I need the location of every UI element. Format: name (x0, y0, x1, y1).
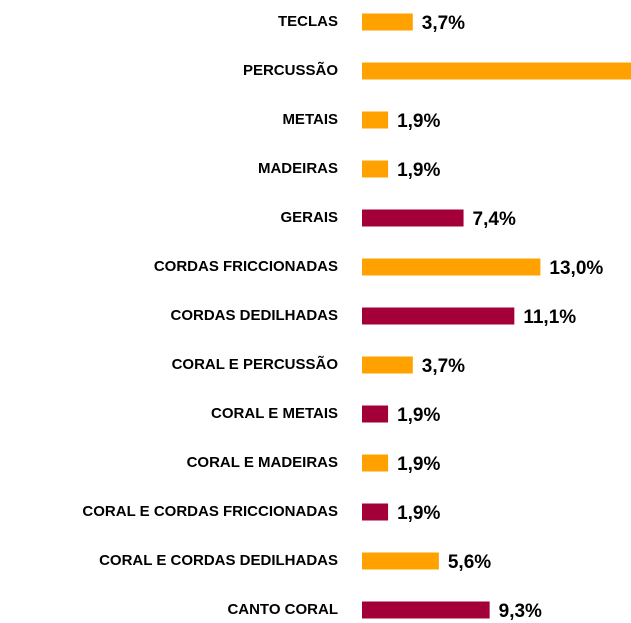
bar (362, 13, 413, 31)
bar (362, 209, 464, 227)
bar (362, 160, 389, 178)
bar (362, 601, 490, 619)
category-label: CORAL E MADEIRAS (187, 454, 338, 471)
category-label: CORAL E CORDAS FRICCIONADAS (82, 503, 338, 520)
value-label: 1,9% (397, 405, 440, 426)
value-label: 1,9% (397, 503, 440, 524)
bar (362, 307, 515, 325)
category-label: CORDAS FRICCIONADAS (154, 258, 338, 275)
category-label: PERCUSSÃO (243, 61, 338, 79)
value-label: 3,7% (422, 13, 465, 34)
bar (362, 552, 439, 570)
value-label: 11,1% (523, 307, 576, 328)
category-label: MADEIRAS (258, 160, 338, 177)
category-label: CORAL E CORDAS DEDILHADAS (99, 552, 338, 569)
category-label: METAIS (282, 111, 338, 128)
value-label: 3,7% (422, 356, 465, 377)
bar (362, 454, 389, 472)
value-label: 9,3% (499, 601, 542, 622)
category-label: CORAL E PERCUSSÃO (172, 355, 339, 373)
bar (362, 258, 541, 276)
bar (362, 405, 389, 423)
category-label: CORDAS DEDILHADAS (170, 307, 338, 324)
value-label: 1,9% (397, 454, 440, 475)
bar (362, 111, 389, 129)
value-label: 7,4% (473, 209, 516, 230)
category-label: CORAL E METAIS (211, 405, 338, 422)
category-label: TECLAS (278, 13, 338, 30)
value-label: 1,9% (397, 111, 440, 132)
value-label: 5,6% (448, 552, 491, 573)
category-label: CANTO CORAL (227, 601, 338, 618)
category-label: GERAIS (280, 209, 338, 226)
bar (362, 503, 389, 521)
value-label: 1,9% (397, 160, 440, 181)
bar (362, 62, 631, 80)
bar (362, 356, 413, 374)
value-label: 13,0% (549, 258, 603, 279)
